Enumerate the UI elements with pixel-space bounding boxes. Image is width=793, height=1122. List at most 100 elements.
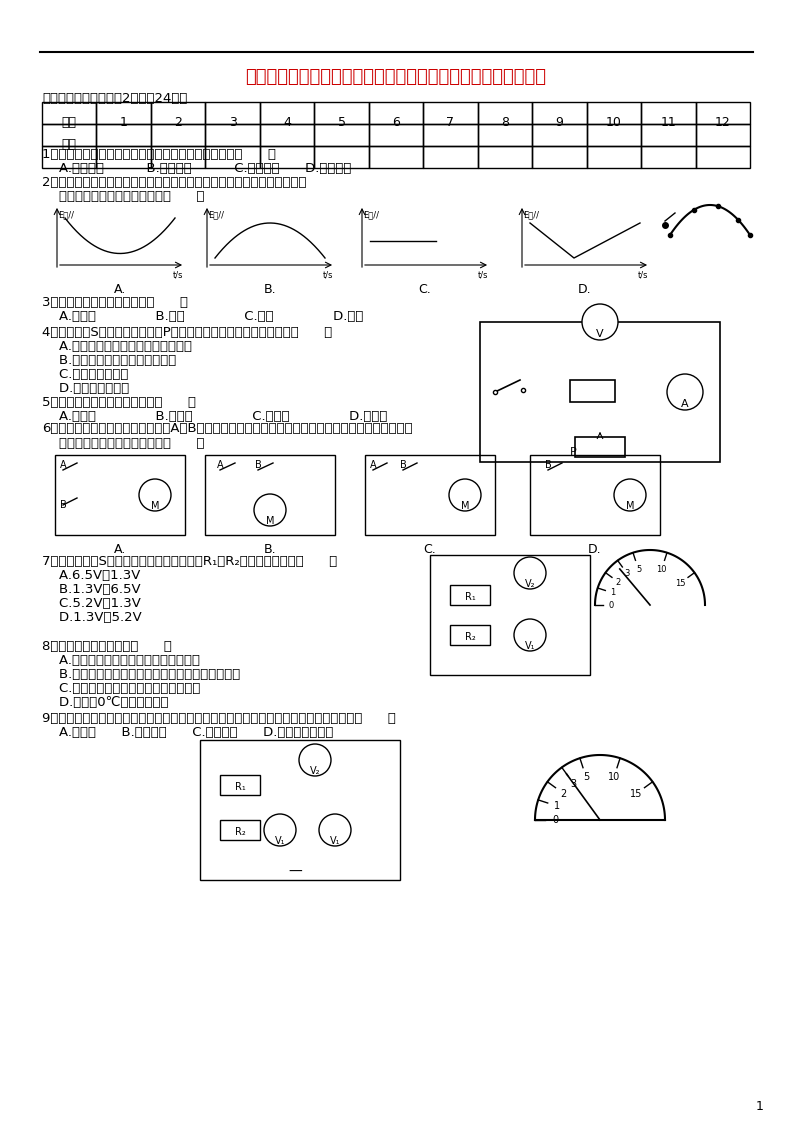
Text: 10: 10 [607,772,620,782]
Text: 4、如图闭合S滑动变阻器的滑片P向右移动过程，下列说法正确的是（      ）: 4、如图闭合S滑动变阻器的滑片P向右移动过程，下列说法正确的是（ ） [42,327,332,339]
Text: E动//: E动// [363,210,379,219]
Text: V₂: V₂ [525,579,535,589]
Text: 7: 7 [446,116,454,129]
Text: 1: 1 [120,116,128,129]
Text: M: M [151,502,159,511]
Text: M: M [266,516,274,526]
Circle shape [449,479,481,511]
Text: D.1.3V，5.2V: D.1.3V，5.2V [42,611,142,624]
Text: M: M [461,502,469,511]
Text: B.: B. [264,543,276,557]
Bar [480,322,720,462]
Bar [532,102,587,125]
Circle shape [614,479,646,511]
Text: B: B [400,460,407,470]
Text: C.5.2V，1.3V: C.5.2V，1.3V [42,597,141,610]
Bar [477,102,532,125]
Text: 1: 1 [611,588,615,597]
Text: 15: 15 [630,789,642,799]
Text: A.6.5V，1.3V: A.6.5V，1.3V [42,569,140,582]
Text: R₁: R₁ [465,592,475,603]
Bar [260,102,314,125]
Text: 湖北省咸宁市嘉鱼县城北中学九年级物理上学期第四次月考试题: 湖北省咸宁市嘉鱼县城北中学九年级物理上学期第四次月考试题 [246,68,546,86]
Bar [570,380,615,402]
Text: A.电风扇              B.电视机              C.电冰箱              D.热得快: A.电风扇 B.电视机 C.电冰箱 D.热得快 [42,410,387,423]
Circle shape [139,479,171,511]
Bar [97,146,151,168]
Text: R₁: R₁ [235,782,245,792]
Text: 9: 9 [555,116,563,129]
Circle shape [264,813,296,846]
Bar [477,125,532,146]
Bar [314,102,369,125]
Text: V₂: V₂ [310,766,320,776]
Text: 1、四冲程式汽油杨工作时，将内能转化为机械能的是（      ）: 1、四冲程式汽油杨工作时，将内能转化为机械能的是（ ） [42,148,276,160]
Text: A: A [60,460,67,470]
Text: P: P [570,447,577,457]
Text: 12: 12 [715,116,730,129]
Bar [314,146,369,168]
Circle shape [582,304,618,340]
Text: B.电流表示数减小，电压表变大: B.电流表示数减小，电压表变大 [42,355,176,367]
Bar [369,146,423,168]
Circle shape [514,619,546,651]
Bar [423,125,477,146]
Text: 7、如图，闭合S两表示数均如表盘所示，则R₁、R₂两端电压分别为（      ）: 7、如图，闭合S两表示数均如表盘所示，则R₁、R₂两端电压分别为（ ） [42,555,337,568]
Bar [575,436,625,457]
Text: C.两表示数都减小: C.两表示数都减小 [42,368,128,381]
Text: B: B [60,500,67,511]
Bar [641,125,695,146]
Text: A.电炉丝      B.白炽灯丝      C.输电导线      D.电饭锅的发热体: A.电炉丝 B.白炽灯丝 C.输电导线 D.电饭锅的发热体 [42,726,333,739]
Text: 6: 6 [392,116,400,129]
Bar [97,125,151,146]
Bar [450,585,490,605]
Bar [641,102,695,125]
Text: R₂: R₂ [465,632,475,642]
Text: D.两表示数都变大: D.两表示数都变大 [42,381,129,395]
Bar [205,102,260,125]
Text: 2、下图是投铅球时，铅球在空中运动的示意图，铅球在空中运动过程中，: 2、下图是投铅球时，铅球在空中运动的示意图，铅球在空中运动过程中， [42,176,307,188]
Bar [151,102,205,125]
Bar [151,125,205,146]
Bar [42,102,97,125]
Bar [205,456,335,535]
Text: C.: C. [419,283,431,296]
Text: 3、下列物质中属于导体的是（      ）: 3、下列物质中属于导体的是（ ） [42,296,188,309]
Text: 5: 5 [338,116,346,129]
Bar [42,146,97,168]
Text: 3: 3 [624,569,630,578]
Bar [97,102,151,125]
Text: t/s: t/s [323,270,334,279]
Text: E动//: E动// [58,210,74,219]
Circle shape [254,494,286,526]
Text: 0: 0 [608,600,614,609]
Text: V₁: V₁ [525,641,535,651]
Text: t/s: t/s [478,270,488,279]
Text: M: M [626,502,634,511]
Text: 2: 2 [174,116,182,129]
Bar [55,456,185,535]
Text: 2: 2 [561,789,567,799]
Bar [695,146,750,168]
Text: t/s: t/s [638,270,649,279]
Text: A.电流表示数变大，电压表示数减小: A.电流表示数变大，电压表示数减小 [42,340,192,353]
Bar [530,456,660,535]
Bar [430,555,590,675]
Bar [314,125,369,146]
Text: R₂: R₂ [235,827,245,837]
Bar [369,102,423,125]
Bar [587,125,641,146]
Text: B.温度高的物体的内能一定比温度低的物体内能大: B.温度高的物体的内能一定比温度低的物体内能大 [42,668,240,681]
Text: 1: 1 [554,801,561,811]
Circle shape [667,374,703,410]
Bar [260,125,314,146]
Text: 1: 1 [756,1100,764,1113]
Bar [587,146,641,168]
Bar [423,146,477,168]
Bar [641,146,695,168]
Text: 5: 5 [636,565,642,574]
Text: C.: C. [423,543,436,557]
Text: A: A [217,460,224,470]
Text: A.吸气冲程          B.压缩冲程          C.做功冲程      D.排气冲程: A.吸气冲程 B.压缩冲程 C.做功冲程 D.排气冲程 [42,162,351,175]
Bar [220,820,260,840]
